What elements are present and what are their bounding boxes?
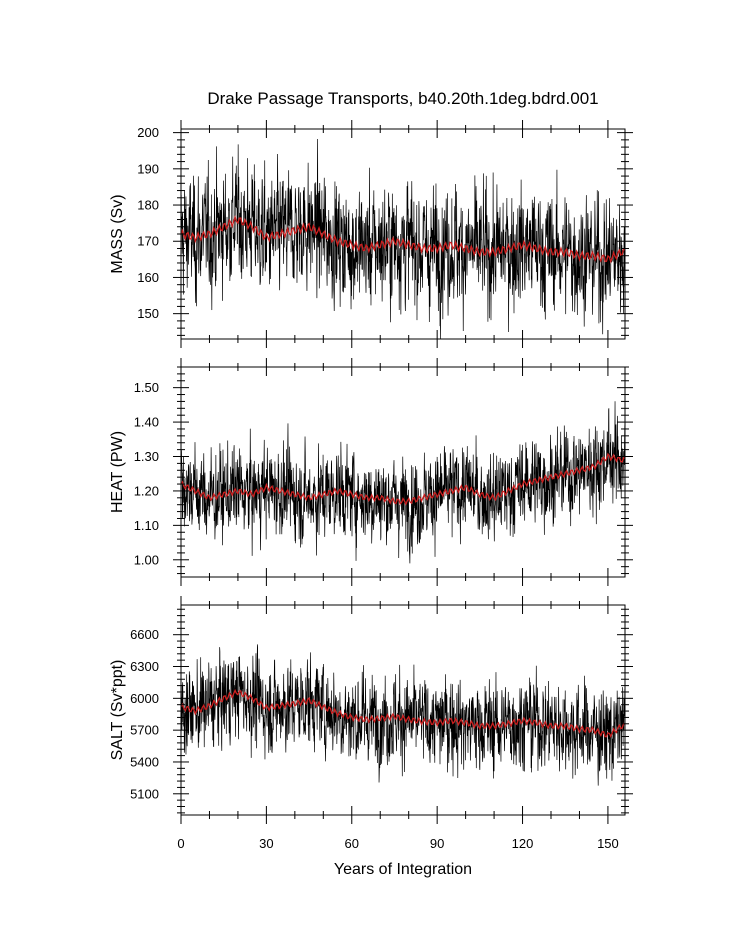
y-tick-label: 6600	[130, 627, 159, 642]
y-axis-label-2: HEAT (PW)	[109, 431, 126, 513]
x-tick-label: 90	[430, 836, 444, 851]
series-monthly-2	[181, 401, 625, 564]
y-axis-label-1: MASS (Sv)	[109, 194, 126, 273]
y-tick-label: 160	[137, 270, 159, 285]
y-tick-label: 6300	[130, 659, 159, 674]
y-tick-label: 170	[137, 234, 159, 249]
x-axis-label: Years of Integration	[334, 861, 472, 878]
x-axis: 0 30 60 90 120 150	[177, 836, 618, 851]
series-smoothed-1	[181, 215, 625, 264]
plot-frame-3	[180, 604, 626, 816]
y-tick-label: 190	[137, 161, 159, 176]
series-monthly-1	[181, 139, 625, 339]
y-tick-label: 150	[137, 306, 159, 321]
x-tick-label: 60	[345, 836, 359, 851]
plot-frame-2	[180, 366, 626, 578]
y-tick-label: 1.40	[134, 415, 159, 430]
y-tick-label: 1.00	[134, 552, 159, 567]
series-smoothed-3	[181, 688, 625, 738]
y-tick-label: 1.20	[134, 483, 159, 498]
series-monthly-3	[181, 644, 625, 786]
y-tick-label: 1.10	[134, 518, 159, 533]
x-tick-label: 30	[259, 836, 273, 851]
y-tick-label: 5700	[130, 723, 159, 738]
y-axis-label-3: SALT (Sv*ppt)	[109, 660, 126, 761]
y-tick-label: 180	[137, 198, 159, 213]
panel-1: 150 160 170 180 190 200 MASS (Sv)	[109, 120, 633, 348]
y-tick-label: 1.30	[134, 449, 159, 464]
y-tick-label: 6000	[130, 691, 159, 706]
series-smoothed-2	[181, 452, 625, 506]
y-tick-label: 5100	[130, 786, 159, 801]
y-tick-label: 5400	[130, 754, 159, 769]
chart-title: Drake Passage Transports, b40.20th.1deg.…	[207, 89, 598, 108]
y-tick-label: 1.50	[134, 380, 159, 395]
x-tick-label: 150	[597, 836, 619, 851]
panel-2: 1.00 1.10 1.20 1.30 1.40 1.50 HEAT (PW)	[109, 358, 633, 586]
x-tick-label: 120	[512, 836, 534, 851]
x-tick-label: 0	[177, 836, 184, 851]
panel-3: 5100 5400 5700 6000 6300 6600 SALT (Sv*ppt)	[109, 596, 633, 824]
y-tick-label: 200	[137, 125, 159, 140]
